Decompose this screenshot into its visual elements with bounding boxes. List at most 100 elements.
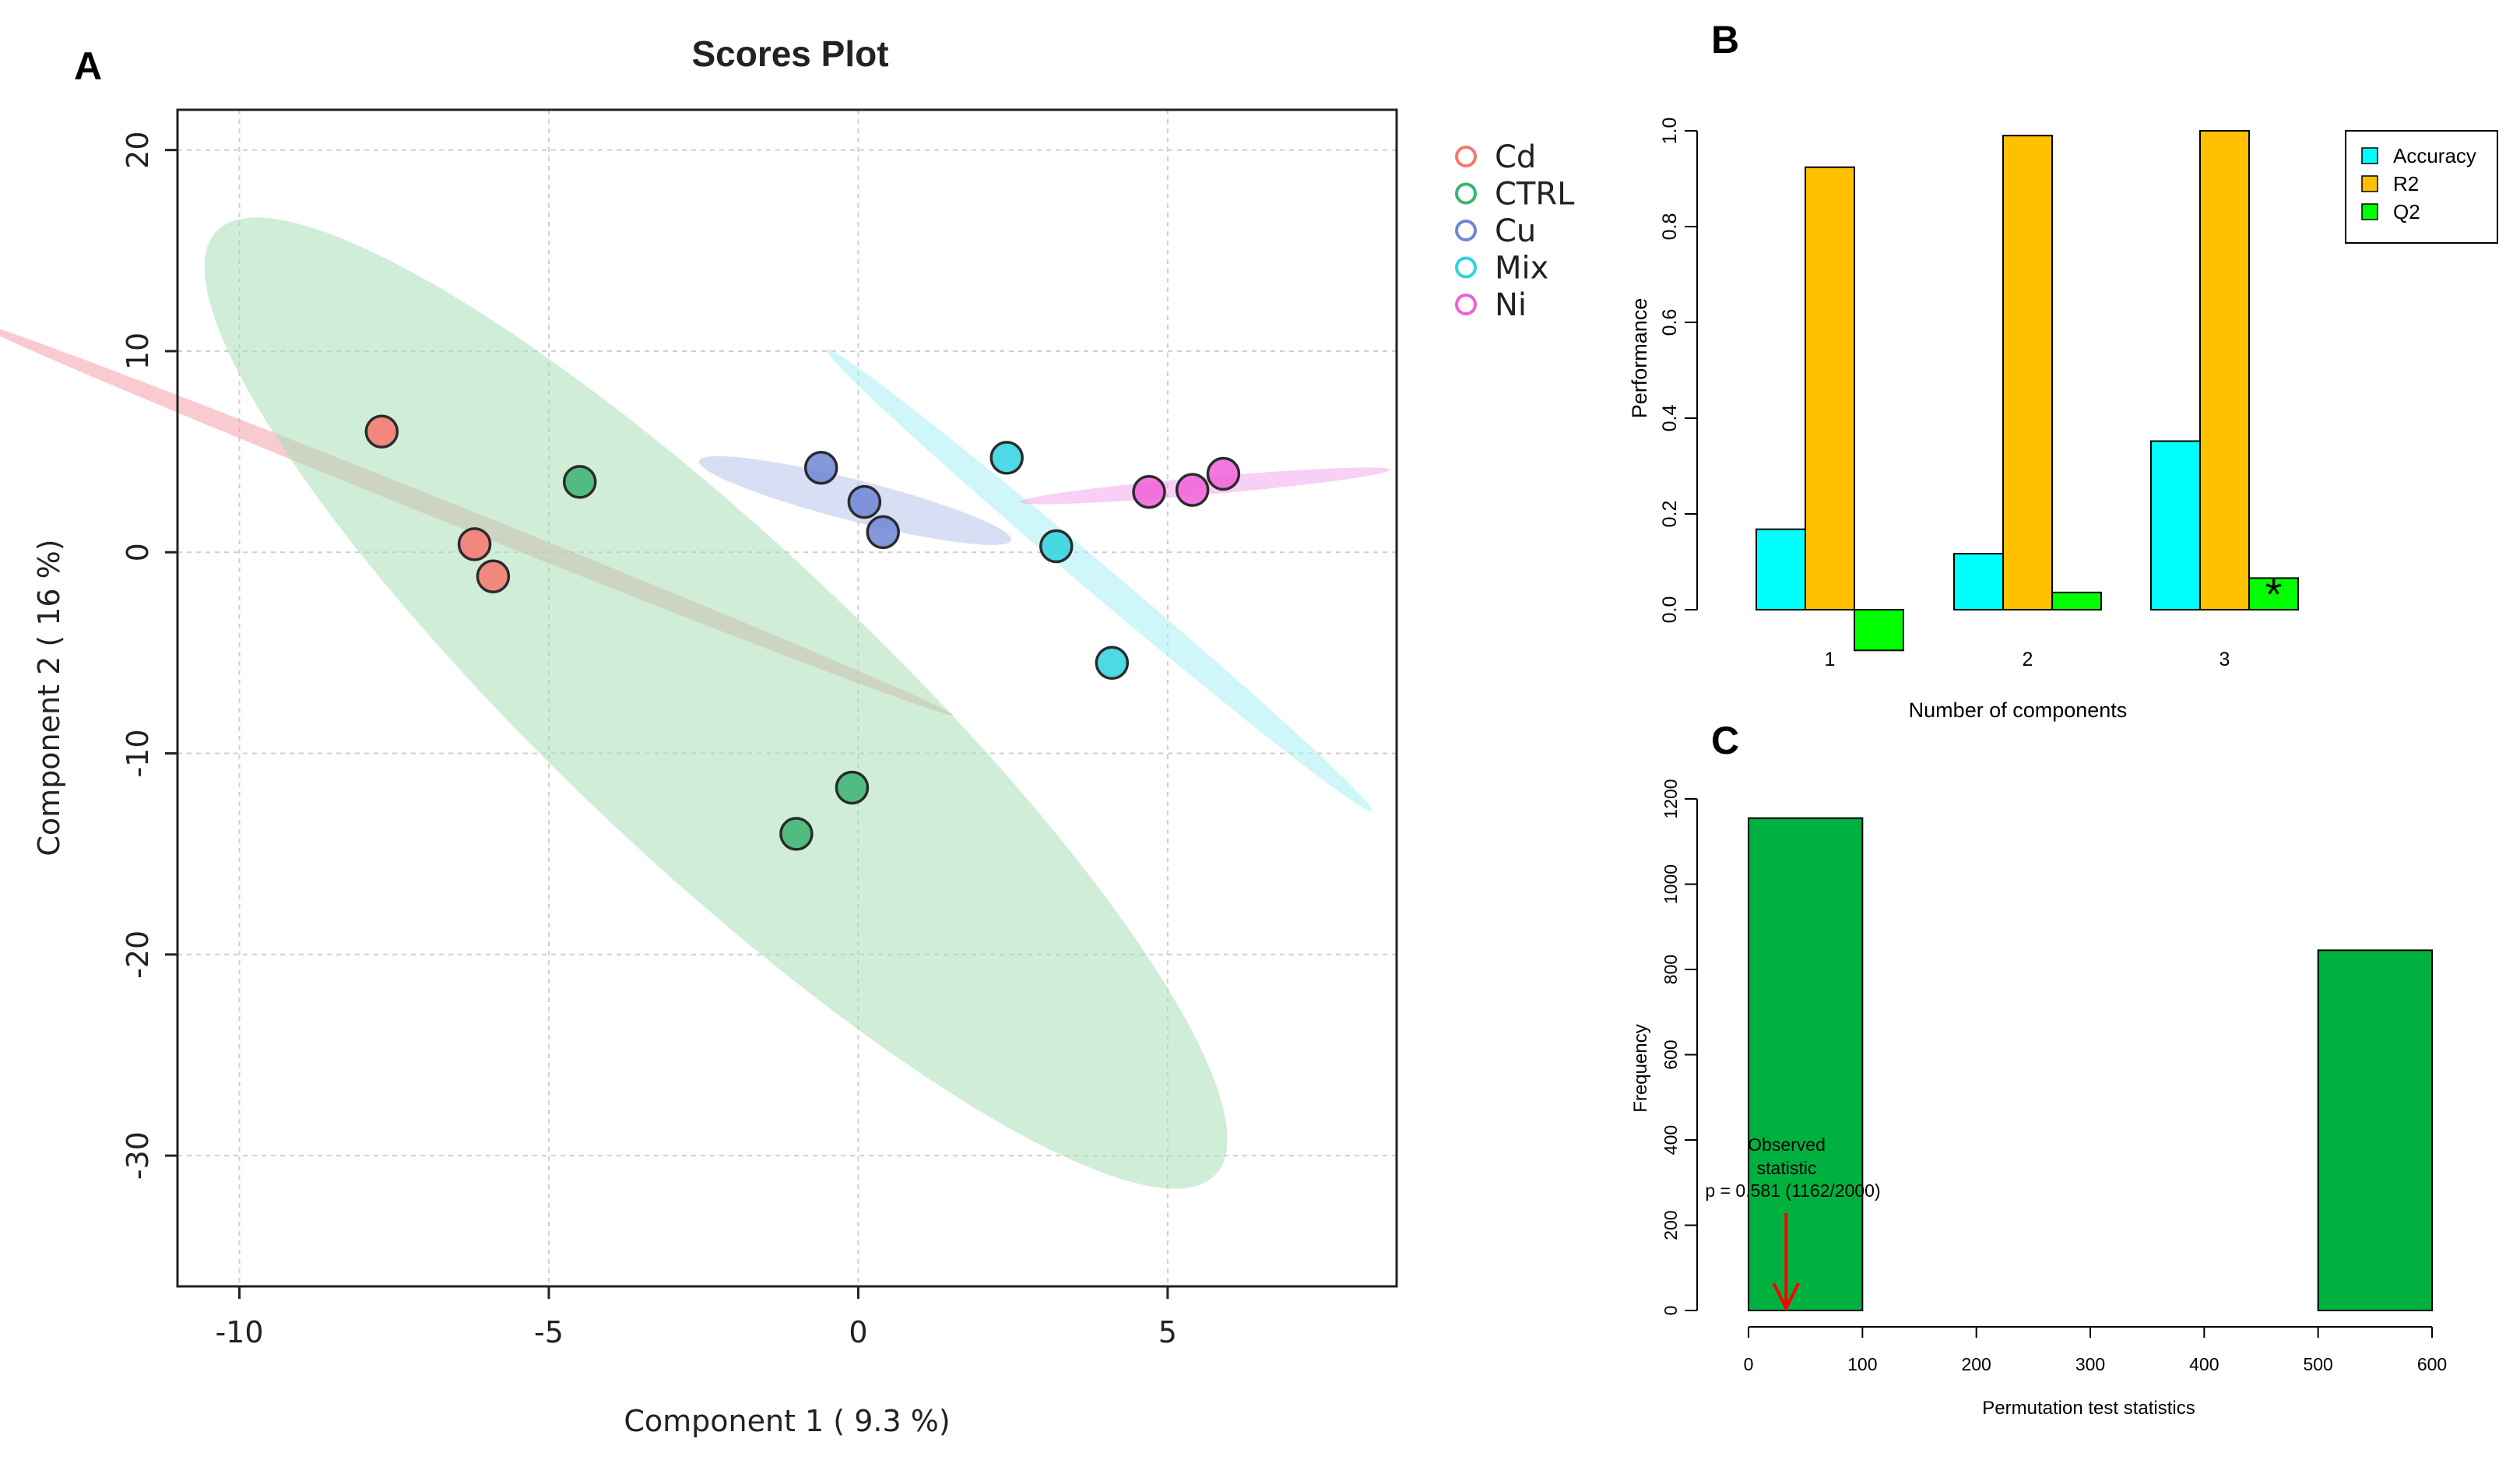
scores-plot-title: Scores Plot	[691, 33, 888, 74]
scores-plot-frame	[176, 108, 1398, 1288]
data-point-ctrl	[779, 817, 814, 851]
bar-accuracy-comp-3	[2150, 440, 2201, 611]
data-point-ni	[1175, 473, 1210, 507]
data-point-cu	[847, 484, 882, 519]
confidence-ellipse-ctrl	[204, 217, 1228, 1189]
data-point-ni	[1206, 456, 1241, 491]
legend-label-mix: Mix	[1495, 251, 1548, 287]
y-tick-label: 200	[1661, 1210, 1681, 1240]
bar-r2-comp-3	[2199, 130, 2250, 610]
x-tick-label: 1	[1825, 649, 1836, 670]
data-point-cu	[803, 451, 838, 485]
legend-label-ctrl: CTRL	[1495, 177, 1575, 213]
legend-label-cd: Cd	[1495, 139, 1536, 175]
x-tick-label: 400	[2189, 1354, 2219, 1374]
bar-accuracy-comp-2	[1953, 553, 2004, 610]
legend-marker-mix	[1455, 256, 1477, 279]
legend-label-q2: Q2	[2393, 200, 2420, 223]
x-tick-label: 2	[2023, 649, 2033, 670]
y-tick-label: 0.8	[1659, 213, 1681, 241]
legend-marker-cd	[1455, 146, 1477, 167]
y-tick-label: 0.0	[1659, 596, 1681, 624]
y-tick-label: -20	[121, 931, 155, 979]
data-point-mix	[989, 441, 1024, 475]
legend-label-accuracy: Accuracy	[2393, 144, 2476, 167]
x-tick-label: 5	[1158, 1315, 1177, 1349]
x-tick-label: 500	[2303, 1354, 2332, 1374]
y-tick-label: 0.4	[1659, 405, 1681, 432]
x-axis-label: Permutation test statistics	[1982, 1398, 2195, 1419]
y-tick-label: -10	[121, 729, 155, 777]
y-tick-label: 0	[121, 543, 155, 561]
bar-accuracy-comp-1	[1756, 528, 1806, 610]
x-tick-label: 200	[1961, 1354, 1991, 1374]
bar-q2-comp-2	[2051, 591, 2102, 610]
panel-label-b: B	[1711, 18, 1739, 62]
x-tick-label: 0	[1744, 1354, 1754, 1374]
data-point-mix	[1039, 529, 1074, 564]
histogram-bar-500-600	[2317, 949, 2434, 1312]
y-axis-label: Frequency	[1630, 1024, 1651, 1112]
bar-q2-comp-3	[2248, 577, 2299, 610]
x-tick-label: 0	[849, 1315, 867, 1349]
y-tick-label: 400	[1661, 1125, 1681, 1155]
data-point-cd	[364, 414, 399, 449]
y-tick-label: 1000	[1661, 864, 1681, 904]
data-point-ctrl	[835, 770, 870, 805]
annotation-line-3: p = 0.581 (1162/2000)	[1705, 1180, 1880, 1201]
bar-q2-comp-1	[1854, 609, 1904, 652]
panel-label-c: C	[1711, 719, 1739, 762]
x-tick-label: 100	[1847, 1354, 1877, 1374]
x-axis-label: Number of components	[1909, 698, 2128, 722]
performance-chart: 1 2 3 0.0 0.2 0.4 0.6 0.8 1.0 Number of compone…	[1628, 118, 2498, 722]
data-point-cu	[866, 515, 900, 550]
data-point-cd	[457, 527, 492, 561]
legend-label-cu: Cu	[1495, 213, 1536, 249]
x-tick-label: 300	[2075, 1354, 2105, 1374]
x-tick-label: 3	[2219, 649, 2230, 670]
data-point-ni	[1132, 475, 1166, 509]
legend-label-ni: Ni	[1495, 287, 1527, 323]
y-axis-label: Performance	[1628, 298, 1651, 419]
y-axis-label: Component 2 ( 16 %)	[32, 539, 66, 856]
y-tick-label: 0.2	[1659, 501, 1681, 528]
legend-swatch-r2	[2361, 175, 2378, 192]
y-tick-label: 600	[1661, 1040, 1681, 1069]
x-axis-label: Component 1 ( 9.3 %)	[624, 1404, 950, 1438]
y-tick-label: -30	[121, 1131, 155, 1180]
x-tick-label: 600	[2417, 1354, 2447, 1374]
y-tick-label: 0	[1661, 1306, 1681, 1316]
legend-label-r2: R2	[2393, 172, 2419, 195]
y-tick-label: 1200	[1661, 779, 1681, 818]
legend-marker-ctrl	[1455, 182, 1477, 205]
observed-arrow-head	[1772, 1282, 1801, 1312]
annotation-line-1: Observed	[1748, 1135, 1826, 1155]
legend: Accuracy R2 Q2	[2345, 130, 2498, 244]
y-tick-label: 0.6	[1659, 309, 1681, 336]
y-tick-label: 10	[121, 332, 155, 370]
permutation-histogram: 0 100 200 300 400 500 600 0 200 400 600 800 1000 1200…	[1630, 779, 2447, 1419]
y-tick-label: 1.0	[1659, 118, 1681, 145]
legend-marker-ni	[1455, 294, 1477, 315]
y-tick-label: 800	[1661, 955, 1681, 984]
data-point-cd	[476, 559, 511, 593]
bar-r2-comp-1	[1805, 166, 1855, 611]
bar-r2-comp-2	[2002, 135, 2053, 610]
annotation-line-2: statistic	[1757, 1158, 1817, 1178]
y-tick-label: 20	[121, 131, 155, 168]
panel-label-a: A	[74, 44, 102, 88]
data-point-ctrl	[562, 465, 597, 499]
best-q2-marker: *	[2265, 569, 2283, 618]
legend-swatch-q2	[2361, 203, 2378, 220]
legend-swatch-accuracy	[2361, 147, 2378, 164]
x-tick-label: -5	[534, 1315, 564, 1349]
confidence-ellipse-mix	[826, 349, 1373, 812]
data-point-mix	[1095, 646, 1130, 681]
scores-plot: Scores Plot -10 -5 0 5 20 10 0 -10 -20 -30 Compon…	[0, 33, 1575, 1438]
histogram-bar-0-100	[1748, 817, 1864, 1311]
legend-marker-cu	[1455, 220, 1477, 241]
x-tick-label: -10	[215, 1315, 263, 1349]
observed-statistic-annotation: Observed statistic p = 0.581 (1162/2000)	[1705, 1135, 1880, 1201]
